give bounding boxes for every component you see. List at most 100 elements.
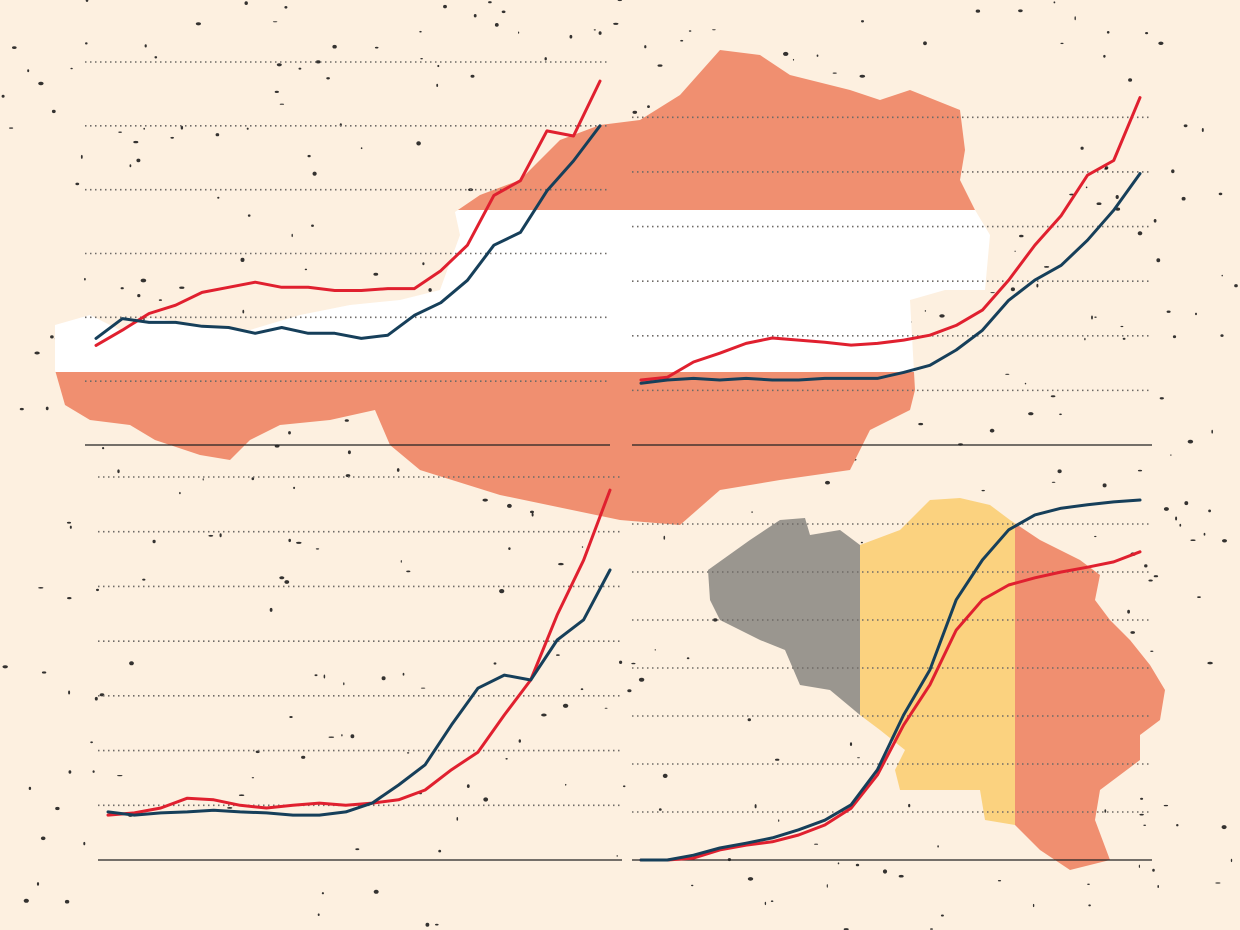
speck xyxy=(1053,1,1056,4)
speck xyxy=(1120,325,1124,328)
speck xyxy=(279,576,285,580)
speck xyxy=(632,110,638,114)
speck xyxy=(531,512,534,517)
speck xyxy=(923,41,927,46)
speck xyxy=(152,539,156,544)
speck xyxy=(136,158,141,163)
speck xyxy=(12,46,17,49)
speck xyxy=(242,309,245,314)
speck xyxy=(494,23,499,27)
speck xyxy=(117,775,123,777)
speck xyxy=(328,736,335,738)
speck xyxy=(1201,128,1204,132)
speck xyxy=(350,734,355,739)
speck xyxy=(747,718,751,722)
speck xyxy=(505,758,508,760)
speck xyxy=(1171,169,1175,174)
speck xyxy=(19,407,24,411)
speck xyxy=(94,696,98,701)
speck xyxy=(83,841,86,846)
speck xyxy=(315,548,320,550)
speck xyxy=(860,541,864,544)
speck xyxy=(530,510,534,514)
speck xyxy=(291,233,293,238)
speck xyxy=(435,923,439,926)
speck xyxy=(400,560,402,563)
speck xyxy=(1087,883,1090,885)
speck xyxy=(289,716,293,718)
speck xyxy=(1050,395,1056,398)
speck xyxy=(1175,516,1178,521)
speck xyxy=(144,44,147,48)
speck xyxy=(238,794,245,796)
belgium-map xyxy=(708,498,1165,870)
speck xyxy=(1157,885,1159,888)
speck xyxy=(1230,858,1233,863)
speck xyxy=(556,654,560,656)
speck xyxy=(425,922,430,927)
speck xyxy=(311,224,314,227)
speck xyxy=(473,14,477,18)
speck xyxy=(142,578,146,581)
speck xyxy=(64,899,70,904)
speck xyxy=(1057,469,1062,474)
speck xyxy=(428,288,432,292)
speck xyxy=(179,491,181,495)
speck xyxy=(466,784,470,788)
speck xyxy=(918,422,924,426)
speck xyxy=(276,63,282,67)
speck xyxy=(654,649,656,651)
austria-map xyxy=(55,50,990,525)
flag-stripe xyxy=(55,50,990,210)
speck xyxy=(436,83,439,87)
speck xyxy=(482,498,488,502)
speck xyxy=(499,589,505,594)
speck xyxy=(1163,804,1169,807)
speck xyxy=(85,42,88,45)
speck xyxy=(616,855,618,857)
speck xyxy=(244,1,248,6)
speck xyxy=(1140,797,1144,800)
speck xyxy=(882,869,888,874)
speck xyxy=(1163,507,1169,511)
speck xyxy=(317,913,320,916)
speck xyxy=(360,147,363,150)
speck xyxy=(541,713,547,717)
speck xyxy=(50,335,54,339)
speck xyxy=(251,477,255,481)
speck xyxy=(456,817,459,821)
speck xyxy=(92,770,95,773)
speck xyxy=(1221,825,1227,830)
speck xyxy=(215,133,220,137)
speck xyxy=(1220,334,1224,337)
speck xyxy=(1166,310,1171,313)
speck xyxy=(1195,312,1197,316)
speck xyxy=(1139,813,1144,816)
speck xyxy=(180,125,184,130)
speck xyxy=(507,503,512,508)
speck xyxy=(120,287,124,290)
speck xyxy=(443,4,447,9)
speck xyxy=(825,480,830,485)
series-line xyxy=(106,568,612,817)
speck xyxy=(997,880,1002,882)
speck xyxy=(644,45,647,49)
speck xyxy=(747,877,754,881)
speck xyxy=(1179,523,1182,527)
speck xyxy=(323,674,326,679)
speck xyxy=(832,72,837,74)
series-line xyxy=(106,488,612,817)
speck xyxy=(657,64,663,67)
speck xyxy=(1159,397,1164,400)
speck xyxy=(1215,882,1221,884)
speck xyxy=(581,546,584,548)
speck xyxy=(373,272,379,276)
speck xyxy=(158,299,162,301)
speck xyxy=(930,928,933,930)
speck xyxy=(1203,532,1206,536)
speck xyxy=(85,0,89,2)
speck xyxy=(617,0,622,2)
speck xyxy=(562,703,569,708)
speck xyxy=(1156,258,1161,263)
speck xyxy=(34,351,40,355)
